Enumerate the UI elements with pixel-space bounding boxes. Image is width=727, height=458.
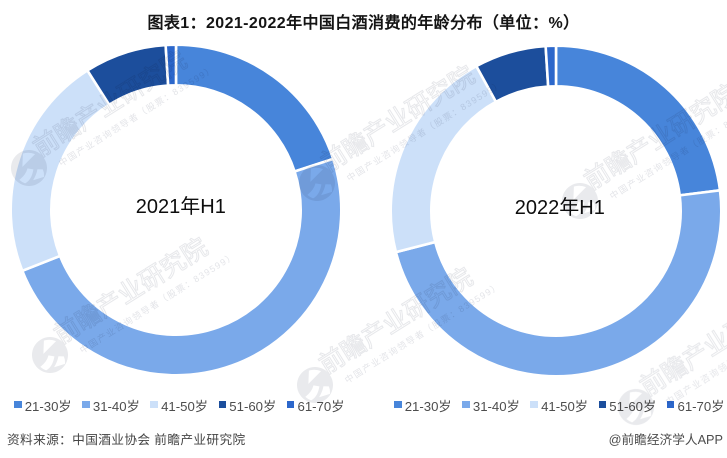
donut-center-label-2021h1: 2021年H1	[135, 196, 226, 218]
source-note: 资料来源：中国酒业协会 前瞻产业研究院	[7, 432, 246, 447]
donut-slice-21-30岁	[554, 43, 721, 197]
legend-item-41-50岁[interactable]: 41-50岁	[150, 398, 208, 414]
legend-swatch	[462, 400, 470, 409]
legend-label: 41-50岁	[161, 399, 208, 414]
legend-label: 41-50岁	[541, 399, 588, 414]
legend-item-31-40岁[interactable]: 31-40岁	[82, 398, 140, 414]
legend-swatch	[82, 400, 90, 409]
legend-swatch	[598, 400, 607, 409]
legend-label: 31-40岁	[92, 399, 140, 414]
chart-title: 图表1：2021-2022年中国白酒消费的年龄分布（单位：%）	[147, 15, 580, 32]
legend-label: 51-60岁	[609, 399, 657, 414]
legend-item-51-60岁[interactable]: 51-60岁	[598, 398, 657, 414]
legend-item-31-40岁[interactable]: 31-40岁	[462, 398, 520, 414]
donut-slice-21-30岁	[174, 42, 335, 173]
donut-center-label-2022h1: 2022年H1	[514, 197, 605, 219]
legend-item-41-50岁[interactable]: 41-50岁	[530, 398, 588, 414]
legend-swatch	[530, 400, 539, 409]
legend-swatch	[150, 400, 159, 409]
donut-slice-61-70岁	[543, 43, 557, 88]
legend-item-21-30岁[interactable]: 21-30岁	[14, 398, 72, 414]
legend-label: 21-30岁	[404, 399, 452, 414]
legend-swatch	[666, 400, 675, 409]
legend-label: 61-70岁	[677, 399, 725, 414]
donut-slice-41-50岁	[388, 63, 498, 254]
legend-swatch	[14, 400, 22, 409]
donut-slice-31-40岁	[20, 156, 343, 377]
legend-item-61-70岁[interactable]: 61-70岁	[666, 398, 725, 414]
legend-item-21-30岁[interactable]: 21-30岁	[394, 398, 452, 414]
legend-item-61-70岁[interactable]: 61-70岁	[286, 398, 345, 414]
donut-slice-61-70岁	[164, 42, 178, 87]
legend-label: 31-40岁	[472, 399, 520, 414]
legend-label: 51-60岁	[229, 399, 277, 414]
legend-label: 61-70岁	[297, 399, 345, 414]
donut-chart-2021h1	[9, 42, 343, 377]
credit-note: @前瞻经济学人APP	[608, 432, 723, 447]
donut-chart-2022h1	[388, 43, 723, 378]
legend-swatch	[394, 400, 402, 409]
legend-label: 21-30岁	[24, 399, 72, 414]
legend-swatch	[218, 400, 227, 409]
legend-item-51-60岁[interactable]: 51-60岁	[218, 398, 277, 414]
donut-slice-31-40岁	[393, 188, 723, 378]
legend-swatch	[286, 400, 295, 409]
donut-slice-41-50岁	[9, 68, 111, 273]
